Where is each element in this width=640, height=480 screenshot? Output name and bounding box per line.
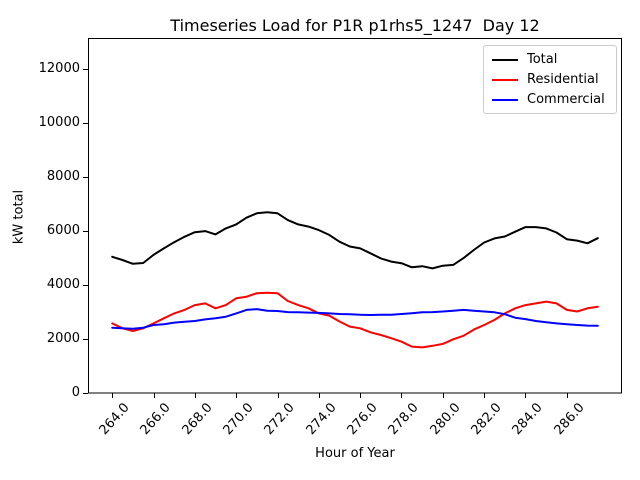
y-tick-label: 2000: [46, 331, 80, 347]
y-axis-ticks: [83, 69, 88, 394]
y-tick-label: 0: [71, 385, 80, 400]
legend-label: Commercial: [527, 92, 605, 107]
legend-line-sample-residential: [492, 78, 518, 81]
series-line-residential: [111, 291, 599, 349]
y-tick-label: 4000: [46, 277, 80, 293]
legend-item-total: Total: [492, 52, 607, 67]
y-axis-label: kW total: [11, 189, 27, 245]
legend-line-sample-commercial: [492, 98, 518, 101]
chart-title: Timeseries Load for P1R p1rhs5_1247 Day …: [170, 16, 540, 35]
series-line-commercial: [111, 308, 599, 330]
legend: Total Residential Commercial: [483, 45, 617, 114]
series-line-total: [111, 211, 599, 270]
y-tick-label: 10000: [38, 115, 80, 131]
axes-frame: [88, 38, 622, 394]
x-axis-label: Hour of Year: [315, 446, 395, 461]
legend-line-sample-total: [492, 58, 518, 61]
legend-label: Residential: [527, 72, 599, 87]
legend-item-commercial: Commercial: [492, 92, 607, 107]
series-lines: [111, 211, 599, 349]
y-tick-label: 8000: [46, 169, 80, 185]
x-axis-ticks: [112, 393, 568, 398]
legend-item-residential: Residential: [492, 72, 607, 87]
y-tick-label: 6000: [46, 223, 80, 239]
y-tick-label: 12000: [38, 61, 80, 77]
legend-label: Total: [527, 52, 558, 67]
